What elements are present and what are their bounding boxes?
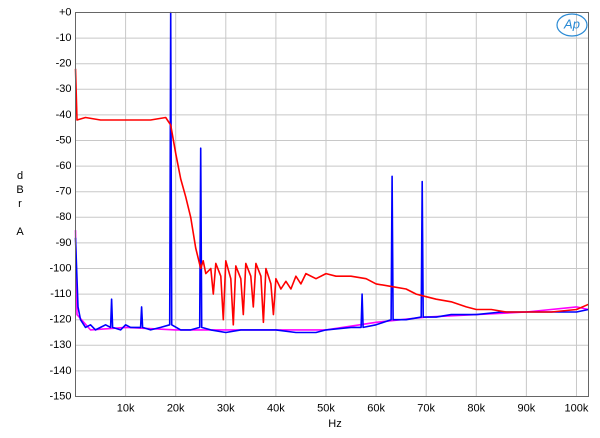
y-tick-label: +0 [59, 6, 72, 18]
y-tick-label: -150 [49, 390, 71, 402]
y-tick-label: -80 [56, 211, 72, 223]
series-line [74, 11, 589, 334]
x-tick-label: 50k [317, 402, 335, 414]
x-tick-label: 10k [117, 402, 135, 414]
x-tick-label: 90k [518, 402, 536, 414]
logo-ring [556, 13, 588, 37]
x-tick-label: 70k [417, 402, 435, 414]
y-tick-label: -10 [56, 32, 72, 44]
y-tick-label: -40 [56, 109, 72, 121]
x-tick-label: 80k [467, 402, 485, 414]
y-tick-label: -140 [49, 365, 71, 377]
y-tick-label: -90 [56, 237, 72, 249]
plot-lines [74, 11, 589, 334]
x-tick-label: 30k [217, 402, 235, 414]
y-tick-label: -110 [50, 288, 71, 300]
y-tick-label: -30 [56, 83, 72, 95]
grid [75, 12, 589, 397]
y-tick-label: -20 [56, 58, 72, 70]
y-tick-label: -60 [56, 160, 72, 172]
x-axis-label: Hz [328, 418, 341, 430]
x-tick-label: 100k [565, 402, 589, 414]
y-tick-label: -130 [49, 339, 71, 351]
y-tick-label: -120 [49, 314, 71, 326]
x-tick-label: 60k [367, 402, 385, 414]
y-tick-label: -50 [56, 134, 72, 146]
y-tick-label: -70 [56, 186, 72, 198]
y-tick-label: -100 [49, 262, 71, 274]
series-line [74, 68, 589, 326]
x-tick-label: 20k [167, 402, 185, 414]
logo: Ap [563, 16, 580, 31]
plot-frame [75, 12, 589, 397]
x-tick-label: 40k [267, 402, 285, 414]
